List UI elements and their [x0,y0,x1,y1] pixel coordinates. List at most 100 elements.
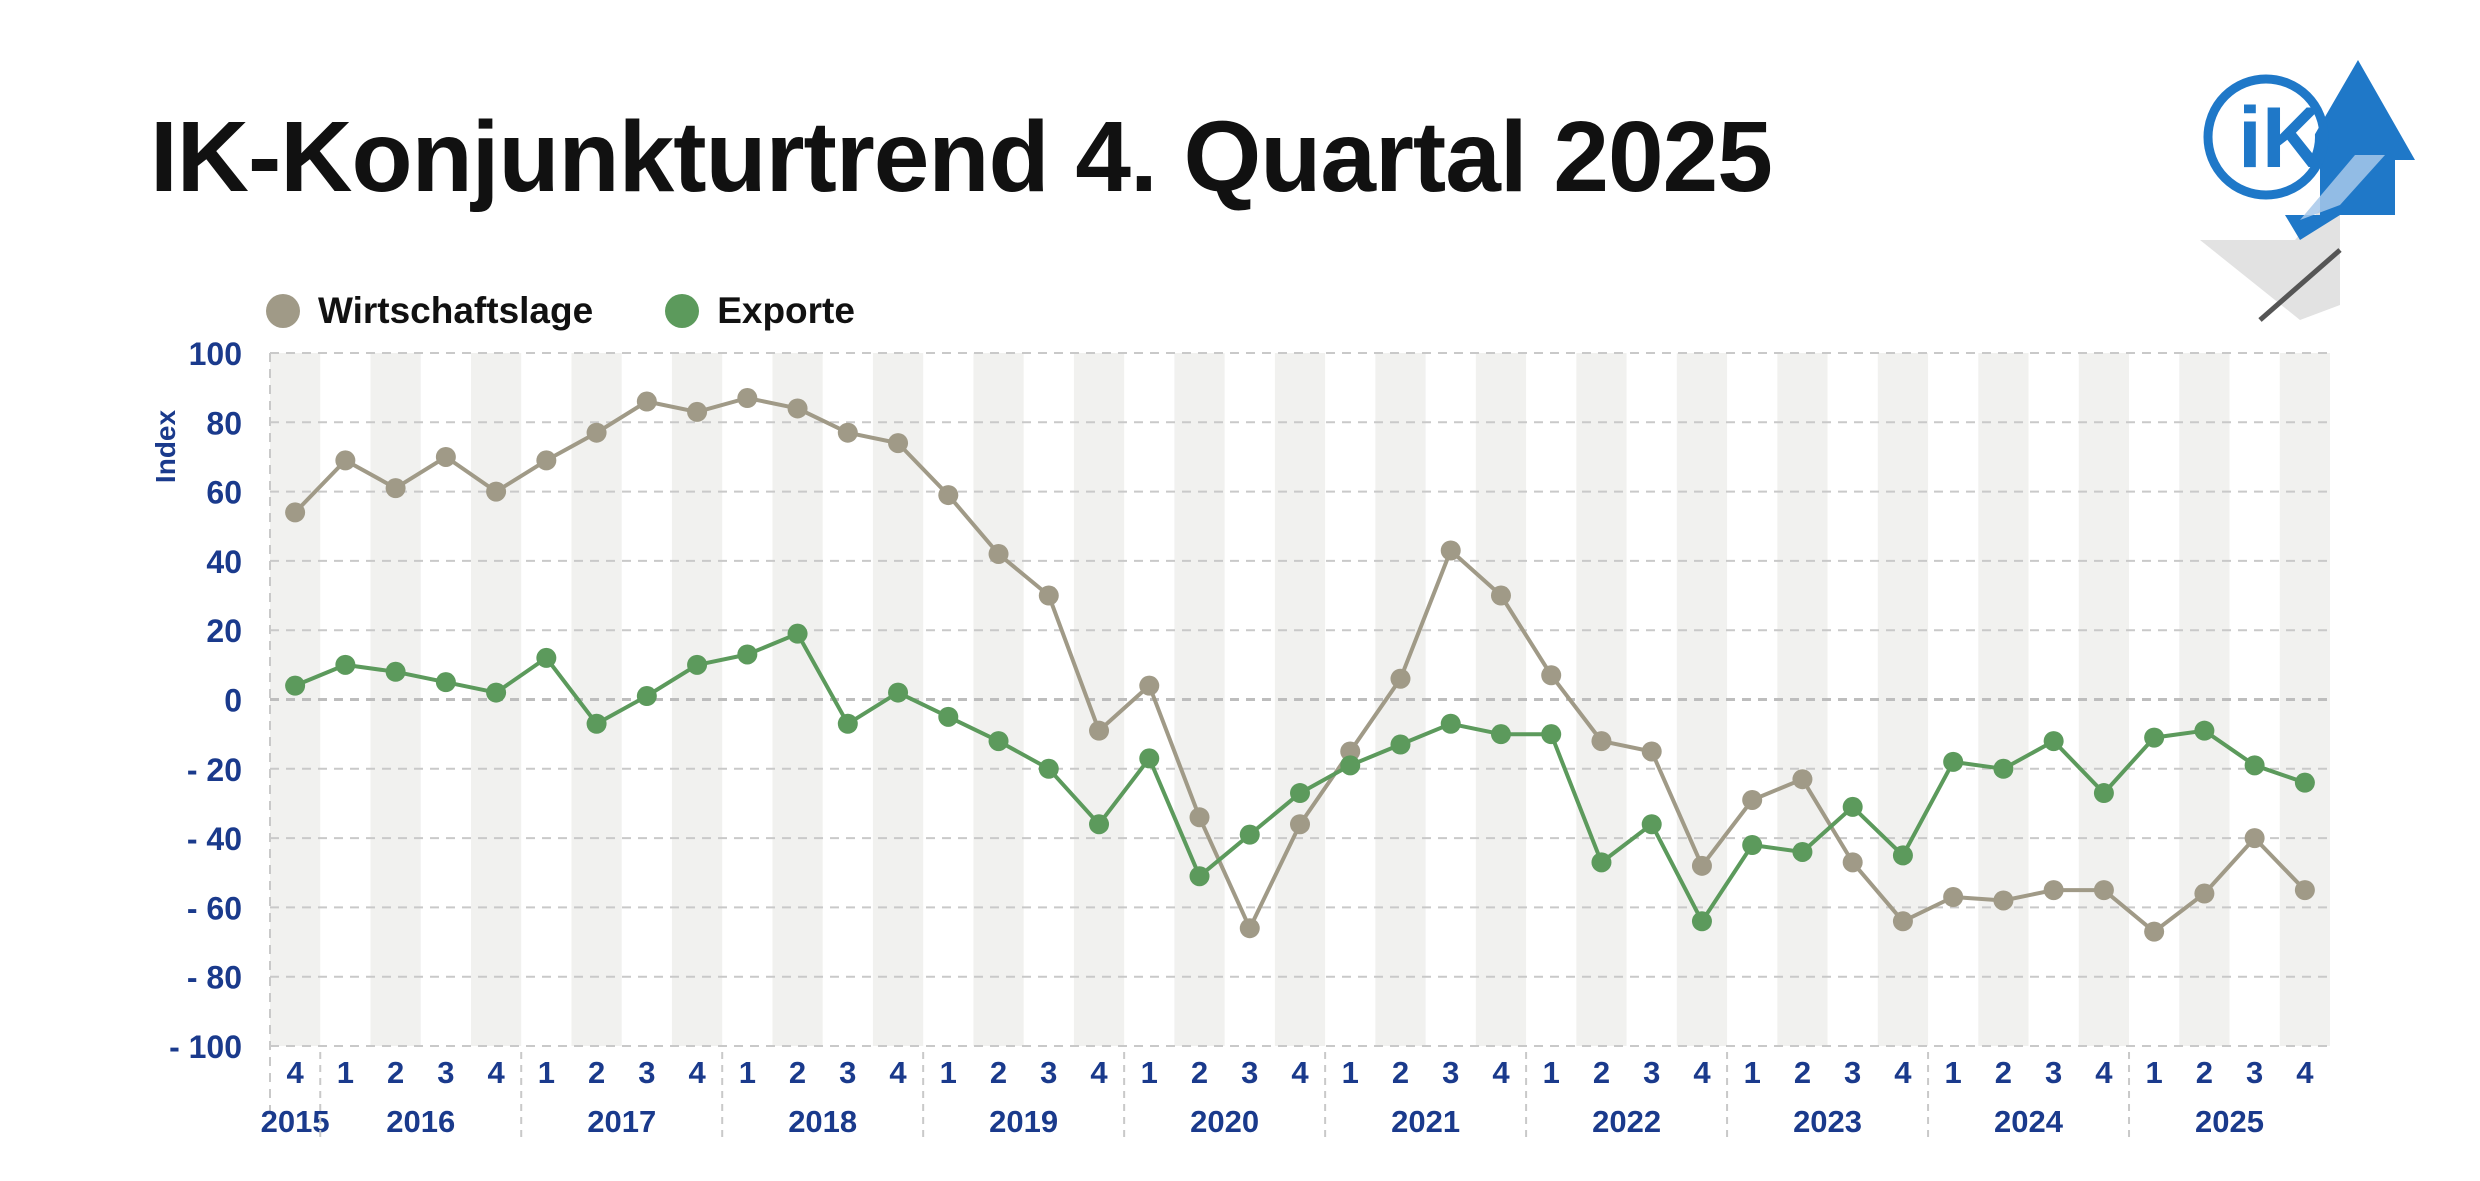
data-point [988,543,1009,564]
band-shade [1777,353,1828,1046]
data-point [1742,789,1763,810]
y-tick-label: - 80 [187,960,242,996]
x-tick-label: 1 [337,1055,354,1090]
data-point [486,481,507,502]
y-tick-label: - 60 [187,890,242,926]
data-point [2244,755,2265,776]
data-point [586,713,607,734]
data-point [2043,731,2064,752]
data-point [1139,675,1160,696]
data-point [2144,727,2165,748]
data-point [1842,852,1863,873]
arrow-up-icon [2285,60,2415,240]
band-shade [2078,353,2130,1046]
year-label: 2018 [788,1104,857,1139]
data-point [938,706,959,727]
x-tick-label: 1 [739,1055,756,1090]
data-point [1943,887,1964,908]
data-point [1541,724,1562,745]
year-label: 2023 [1793,1104,1862,1139]
year-label: 2022 [1592,1104,1661,1139]
data-point [1943,751,1964,772]
data-point [1440,713,1461,734]
data-point [1691,911,1712,932]
y-axis-label: Index [150,410,181,484]
data-point [285,502,306,523]
x-tick-label: 2 [990,1055,1007,1090]
chart-legend: Wirtschaftslage Exporte [266,288,927,334]
year-label: 2024 [1994,1104,2064,1139]
year-label: 2025 [2195,1104,2264,1139]
data-point [1089,720,1110,741]
data-point [636,686,657,707]
data-point [1993,758,2014,779]
x-tick-label: 4 [2095,1055,2113,1090]
data-point [787,398,808,419]
data-point [1290,814,1310,835]
x-tick-label: 3 [839,1055,856,1090]
data-point [335,450,356,471]
data-point [285,675,306,696]
data-point [435,446,456,467]
x-tick-label: 2 [387,1055,404,1090]
data-point [385,661,406,682]
x-tick-label: 4 [688,1055,706,1090]
y-tick-label: 0 [224,683,242,719]
ik-logo: iK [2200,60,2415,322]
data-point [1340,755,1361,776]
x-tick-label: 3 [2045,1055,2062,1090]
x-tick-label: 1 [1342,1055,1359,1090]
x-tick-label: 3 [1040,1055,1057,1090]
data-point [2244,828,2265,849]
data-point [2144,921,2165,942]
data-point [2043,880,2064,901]
x-tick-label: 1 [538,1055,555,1090]
data-point [435,672,456,693]
x-tick-label: 3 [437,1055,454,1090]
data-point [1541,665,1562,686]
data-point [1591,731,1612,752]
x-tick-label: 4 [1693,1055,1711,1090]
x-tick-label: 1 [1744,1055,1761,1090]
y-tick-label: - 40 [187,821,242,857]
data-point [1691,855,1712,876]
data-point [737,388,758,409]
data-point [888,433,909,454]
y-tick-label: 80 [206,405,242,441]
data-point [1390,668,1411,689]
data-point [1189,866,1210,887]
year-label: 2016 [386,1104,455,1139]
y-tick-label: - 100 [169,1029,242,1065]
x-tick-label: 3 [2246,1055,2263,1090]
x-tick-label: 3 [638,1055,655,1090]
data-point [737,644,758,665]
logo-text: iK [2238,90,2324,186]
x-tick-label: 4 [1291,1055,1309,1090]
data-point [1038,585,1059,606]
legend-marker [665,294,700,328]
data-point [2194,883,2215,904]
year-label: 2021 [1391,1104,1460,1139]
x-tick-label: 2 [2196,1055,2213,1090]
page-title: IK-Konjunkturtrend 4. Quartal 2025 [150,101,1773,213]
data-point [988,731,1009,752]
x-tick-label: 1 [1543,1055,1560,1090]
x-tick-label: 2 [1794,1055,1811,1090]
x-tick-label: 3 [1844,1055,1861,1090]
data-point [586,422,607,443]
x-tick-label: 4 [1894,1055,1912,1090]
data-point [1189,807,1210,828]
data-point [1440,540,1461,561]
x-tick-label: 2 [1995,1055,2012,1090]
legend-label: Exporte [717,290,855,331]
x-tick-label: 4 [487,1055,505,1090]
band-shade [2179,353,2230,1046]
data-point [2294,880,2315,901]
y-tick-label: 40 [206,544,242,580]
y-tick-label: 60 [206,475,242,511]
data-point [2093,783,2114,804]
x-tick-label: 4 [889,1055,907,1090]
data-point [1490,585,1511,606]
x-tick-label: 1 [1141,1055,1158,1090]
data-point [938,485,959,506]
